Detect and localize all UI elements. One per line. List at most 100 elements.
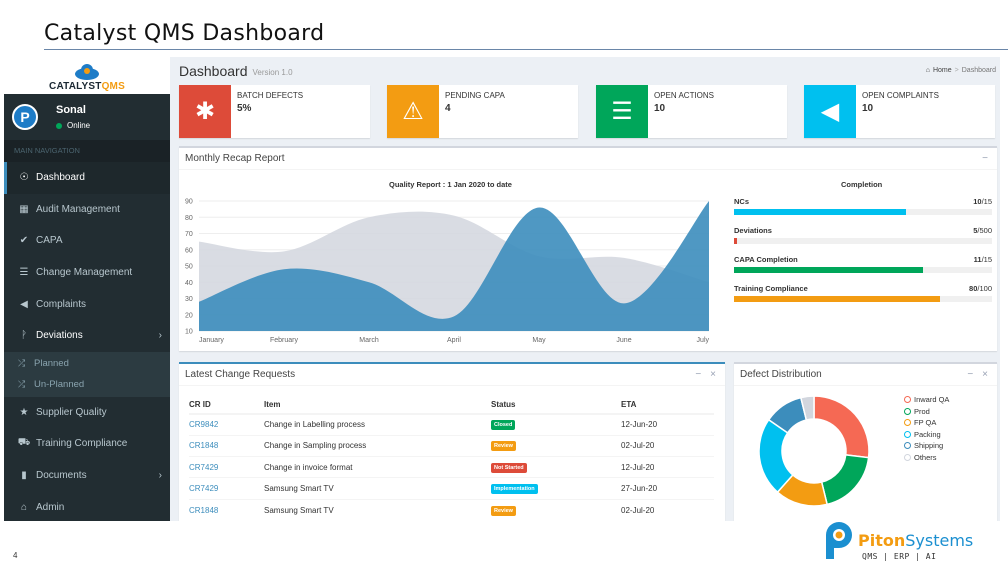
sidebar-item-documents[interactable]: ▮ Documents › [4, 460, 170, 492]
collapse-button[interactable]: − [695, 369, 702, 380]
cr-id-link[interactable]: CR1848 [189, 441, 219, 451]
legend-item[interactable]: FP QA [904, 417, 949, 429]
quality-area-chart: 10 20 30 40 50 60 70 80 90 January February March Ap… [185, 199, 709, 345]
change-requests-title: Latest Change Requests [185, 369, 296, 380]
sidebar-item-training-compliance[interactable]: ⛟ Training Compliance [4, 428, 170, 460]
sidebar-item-capa[interactable]: ✔ CAPA [4, 225, 170, 257]
completion-item: CAPA Completion 11/15 [734, 255, 992, 284]
info-box-pending-capa[interactable]: ⚠ PENDING CAPA 4 [387, 85, 578, 138]
piton-mark-icon [826, 522, 852, 559]
info-box-open-complaints[interactable]: ◀ OPEN COMPLAINTS 10 [804, 85, 995, 138]
table-row[interactable]: CR1848 Samsung Smart TV Review 02-Jul-20 [189, 498, 714, 521]
chevron-right-icon: › [158, 470, 162, 482]
breadcrumb-home[interactable]: Home [932, 67, 952, 74]
legend-item[interactable]: Prod [904, 406, 949, 418]
table-row[interactable]: CR9842 Change in Labelling process Closed 1… [189, 413, 714, 436]
cr-id-cell: CR7429 [189, 456, 264, 478]
user-name: Sonal [56, 104, 86, 116]
completion-item: NCs 10/15 [734, 197, 992, 226]
user-panel[interactable]: P Sonal Online [4, 94, 170, 140]
company-name: PitonSystems [858, 531, 974, 550]
recap-header: Monthly Recap Report − [179, 148, 997, 170]
nav-header: MAIN NAVIGATION [4, 140, 170, 162]
cr-id-link[interactable]: CR9842 [189, 420, 219, 430]
completion-title: Completion [841, 180, 883, 189]
cr-id-link[interactable]: CR1848 [189, 505, 219, 515]
legend-item[interactable]: Shipping [904, 440, 949, 452]
progress-bar [734, 267, 924, 273]
sidebar-item-dashboard[interactable]: ☉ Dashboard [4, 162, 170, 194]
cr-item-cell: Change in invoice format [264, 456, 491, 478]
sidebar-item-audit-management[interactable]: ▦ Audit Management [4, 194, 170, 226]
legend-item[interactable]: Inward QA [904, 394, 949, 406]
cloud-logo-icon [75, 64, 99, 80]
donut-slice-others[interactable] [799, 395, 815, 421]
sidebar-item-change-management[interactable]: ☰ Change Management [4, 257, 170, 289]
progress-track [734, 238, 992, 244]
table-row[interactable]: CR1848 Change in Sampling process Review 02… [189, 434, 714, 457]
sidebar-item-supplier-quality[interactable]: ★ Supplier Quality [4, 397, 170, 429]
col-cr-id[interactable]: CR ID [189, 395, 264, 415]
home-icon: ⌂ [925, 67, 930, 74]
dashboard-icon: ☉ [19, 172, 29, 184]
sidebar-item-label: Dashboard [36, 172, 85, 184]
x-tick-label: April [447, 337, 461, 344]
info-box-open-actions[interactable]: ☰ OPEN ACTIONS 10 [596, 85, 787, 138]
status-badge: Implementation [491, 484, 538, 495]
server-icon: ☰ [596, 85, 648, 138]
sidebar-subitem-label: Planned [34, 357, 69, 369]
legend-label: Inward QA [914, 395, 950, 405]
legend-item[interactable]: Others [904, 452, 949, 464]
app-logo[interactable]: CATALYSTQMS [4, 57, 170, 94]
file-icon: ▮ [21, 470, 27, 482]
content-area: Dashboard Version 1.0 ⌂ Home > Dashboard… [170, 57, 1000, 521]
sidebar-item-complaints[interactable]: ◀ Complaints [4, 288, 170, 320]
completion-count: 80/100 [969, 284, 992, 293]
sidebar-item-label: Training Compliance [36, 438, 128, 450]
list-icon: ☰ [19, 267, 29, 279]
shuffle-icon: ⤮ [18, 357, 26, 368]
bug-icon: ✱ [179, 85, 231, 138]
table-row[interactable]: CR7429 Samsung Smart TV Implementation 27-J… [189, 477, 714, 500]
legend-label: Packing [914, 429, 941, 439]
table-row[interactable]: CR7429 Change in invoice format Not Starte… [189, 456, 714, 478]
cr-id-link[interactable]: CR7429 [189, 462, 219, 472]
info-box-value: 10 [654, 103, 666, 114]
y-tick-label: 90 [185, 199, 193, 206]
breadcrumb-separator: > [954, 67, 959, 74]
collapse-button[interactable]: − [967, 369, 974, 380]
legend-item[interactable]: Packing [904, 429, 949, 441]
progress-bar [734, 238, 737, 244]
sidebar-subitem-un-planned[interactable]: ⤮ Un-Planned [4, 374, 170, 396]
col-item[interactable]: Item [264, 395, 491, 415]
close-button[interactable]: × [710, 369, 716, 380]
col-eta[interactable]: ETA [621, 395, 714, 415]
sidebar-item-deviations[interactable]: ᚹ Deviations › [4, 320, 170, 352]
donut-slice-prod[interactable] [820, 454, 870, 506]
sidebar-subitem-planned[interactable]: ⤮ Planned [4, 353, 170, 375]
completion-label: CAPA Completion [734, 255, 798, 264]
info-box-body: OPEN COMPLAINTS 10 [856, 85, 945, 138]
status-badge: Closed [491, 420, 516, 431]
close-button[interactable]: × [982, 369, 988, 380]
cr-id-link[interactable]: CR7429 [189, 484, 219, 494]
info-box-label: OPEN ACTIONS [654, 91, 715, 100]
info-box-body: BATCH DEFECTS 5% [231, 85, 309, 138]
sidebar-item-label: Complaints [36, 298, 87, 310]
sidebar-item-label: Supplier Quality [36, 406, 107, 418]
progress-track [734, 296, 992, 302]
cr-eta-cell: 12-Jul-20 [621, 456, 714, 478]
legend-ring-icon [904, 442, 911, 450]
donut-slice-inward-qa[interactable] [813, 395, 870, 459]
col-status[interactable]: Status [491, 395, 621, 415]
legend-label: Prod [914, 406, 930, 416]
defect-distribution-box: Defect Distribution − × Inward QA Prod FP … [734, 362, 997, 521]
cr-status-cell: Implementation [491, 477, 621, 500]
info-box-batch-defects[interactable]: ✱ BATCH DEFECTS 5% [179, 85, 370, 138]
completion-label: Training Compliance [734, 284, 808, 293]
sidebar-item-admin[interactable]: ⌂ Admin [4, 491, 170, 523]
collapse-button[interactable]: − [982, 153, 988, 164]
legend-label: Others [914, 452, 937, 462]
branch-icon: ᚹ [21, 330, 27, 342]
cr-eta-cell: 02-Jul-20 [621, 434, 714, 457]
